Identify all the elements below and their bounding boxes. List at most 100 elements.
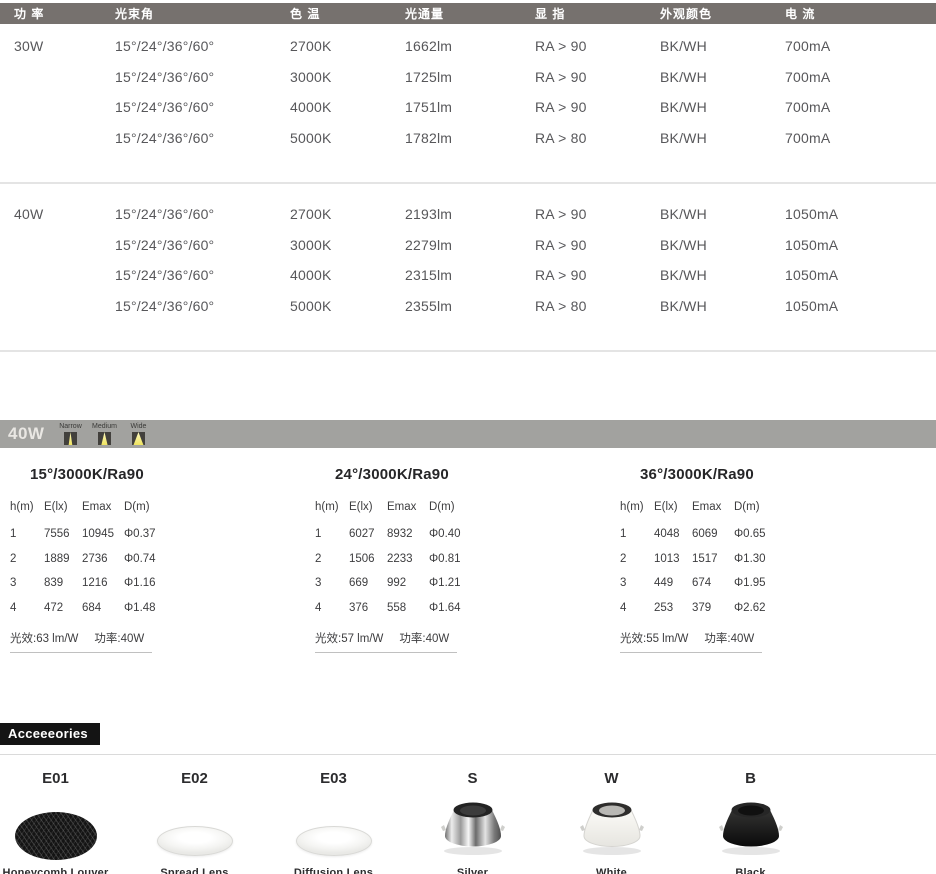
flux-cell: 2315lm (405, 267, 453, 284)
accessory-item: W White (542, 771, 681, 874)
cri-cell: RA > 80 (535, 297, 587, 314)
reflector-white-icon (579, 800, 645, 861)
pt-cell: 2233 (387, 552, 413, 565)
pt-cell: 992 (387, 577, 407, 590)
beam-box (97, 432, 111, 445)
pt-cell: 6069 (692, 528, 718, 541)
power-cell: 40W (14, 206, 44, 223)
pt-cell: 1216 (82, 577, 108, 590)
accessory-image-zone (14, 799, 97, 861)
accessory-item: E02 Spread Lens (125, 771, 264, 874)
pt-cell: Φ1.64 (429, 601, 461, 614)
photometric-table-rows: 1 6027 8932 Φ0.40 2 1506 2233 Φ0.81 3 669 992 Φ1.21… (315, 522, 605, 620)
accessory-code: E01 (42, 770, 69, 787)
pt-cell: 10945 (82, 528, 114, 541)
finish-cell: BK/WH (660, 206, 707, 223)
table-row: 1 4048 6069 Φ0.65 (620, 522, 910, 547)
accessory-name: Diffusion Lens (293, 867, 374, 874)
pt-cell: 6027 (349, 528, 375, 541)
pt-col-header: Emax (692, 501, 722, 513)
spec-col-header: 光通量 (405, 7, 445, 21)
flux-cell: 2193lm (405, 206, 453, 223)
pt-col-header: E(lx) (654, 501, 678, 513)
cri-cell: RA > 90 (535, 267, 587, 284)
beam-box (63, 432, 77, 445)
pt-cell: 4 (10, 601, 17, 614)
spec-col-header: 显 指 (535, 7, 566, 21)
pt-cell: Φ0.37 (124, 528, 156, 541)
accessory-image-zone (156, 799, 233, 861)
table-row: 15°/24°/36°/60° 3000K 2279lm RA > 90 BK/WH 10… (0, 230, 936, 261)
pt-col-header: Emax (387, 501, 417, 513)
power-value: 功率:40W (399, 633, 450, 645)
pt-cell: 4 (620, 601, 627, 614)
pt-cell: Φ0.40 (429, 528, 461, 541)
accessory-code: S (467, 770, 478, 787)
spec-col-header: 色 温 (290, 7, 321, 21)
table-row: 2 1889 2736 Φ0.74 (10, 547, 300, 572)
beam-angle-cell: 15°/24°/36°/60° (115, 99, 215, 116)
accessories-list: E01 Honeycomb Louver E02 Spread Lens E03 Diff… (0, 771, 936, 874)
band-power-label: 40W (8, 424, 45, 443)
photometric-table-footer: 光效:63 lm/W 功率:40W (10, 630, 152, 653)
table-row: 3 669 992 Φ1.21 (315, 571, 605, 596)
table-row: 3 449 674 Φ1.95 (620, 571, 910, 596)
pt-cell: 3 (10, 577, 17, 590)
pt-cell: 449 (654, 577, 674, 590)
current-cell: 700mA (785, 99, 831, 116)
accessory-item: B Black (681, 771, 820, 874)
finish-cell: BK/WH (660, 38, 707, 55)
beam-label: Narrow (59, 423, 82, 430)
pt-cell: 839 (44, 577, 64, 590)
cct-cell: 4000K (290, 267, 332, 284)
photometric-table-footer: 光效:55 lm/W 功率:40W (620, 630, 762, 653)
pt-cell: Φ1.48 (124, 601, 156, 614)
accessory-name: Spread Lens (160, 867, 229, 874)
spec-table-body: 30W 15°/24°/36°/60° 2700K 1662lm RA > 90 BK/W… (0, 31, 936, 352)
accessory-code: W (604, 770, 619, 787)
pt-cell: 674 (692, 577, 712, 590)
efficacy-value: 光效:55 lm/W (620, 633, 689, 645)
table-row: 4 376 558 Φ1.64 (315, 596, 605, 621)
photometric-table: 36°/3000K/Ra90 h(m) E(lx) Emax D(m) 1 4048 6069… (620, 466, 910, 653)
pt-cell: 1 (620, 528, 627, 541)
flux-cell: 1751lm (405, 99, 453, 116)
pt-col-header: h(m) (620, 501, 644, 513)
photometric-table-header: h(m) E(lx) Emax D(m) (620, 500, 910, 514)
pt-cell: 1013 (654, 552, 680, 565)
divider (0, 182, 936, 184)
current-cell: 700mA (785, 68, 831, 85)
accessory-item: E03 Diffusion Lens (264, 771, 403, 874)
reflector-silver-icon (440, 800, 506, 861)
pt-col-header: E(lx) (44, 501, 68, 513)
divider (0, 754, 936, 755)
table-row: 3 839 1216 Φ1.16 (10, 571, 300, 596)
power-value: 功率:40W (94, 633, 145, 645)
accessory-code: B (745, 770, 756, 787)
efficacy-value: 光效:63 lm/W (10, 633, 79, 645)
photometric-table-title: 15°/3000K/Ra90 (30, 466, 144, 483)
finish-cell: BK/WH (660, 297, 707, 314)
table-row: 15°/24°/36°/60° 4000K 1751lm RA > 90 BK/WH 70… (0, 92, 936, 123)
pt-cell: 1 (10, 528, 17, 541)
table-row: 40W 15°/24°/36°/60° 2700K 2193lm RA > 90 BK/W… (0, 199, 936, 230)
photometric-table: 15°/3000K/Ra90 h(m) E(lx) Emax D(m) 1 7556 1094… (10, 466, 300, 653)
pt-cell: 2 (315, 552, 322, 565)
cri-cell: RA > 90 (535, 206, 587, 223)
flux-cell: 1725lm (405, 68, 453, 85)
divider (0, 350, 936, 352)
pt-col-header: h(m) (10, 501, 34, 513)
pt-col-header: E(lx) (349, 501, 373, 513)
beam-cone-icon (101, 432, 108, 445)
current-cell: 700mA (785, 129, 831, 146)
finish-cell: BK/WH (660, 267, 707, 284)
pt-cell: Φ2.62 (734, 601, 766, 614)
pt-col-header: D(m) (124, 501, 150, 513)
current-cell: 1050mA (785, 267, 839, 284)
beam-angle-cell: 15°/24°/36°/60° (115, 129, 215, 146)
beam-box (131, 432, 145, 445)
accessory-image-zone (295, 799, 372, 861)
beam-wide-icon: Wide (126, 423, 150, 445)
accessories-section: Acceeeories E01 Honeycomb Louver E02 Spread… (0, 653, 936, 874)
